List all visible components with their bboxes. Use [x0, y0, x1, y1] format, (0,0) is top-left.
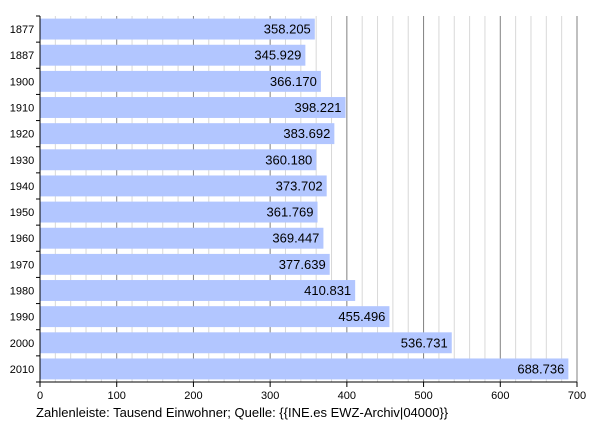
value-label-1877: 358.205: [264, 22, 311, 37]
category-label-1990: 1990: [10, 312, 34, 324]
category-label-1920: 1920: [10, 129, 34, 141]
category-label-1910: 1910: [10, 103, 34, 115]
category-label-1930: 1930: [10, 155, 34, 167]
chart-caption: Zahlenleiste: Tausend Einwohner; Quelle:…: [36, 405, 449, 420]
x-tick-label-500: 500: [414, 390, 432, 402]
bar-1960: [40, 227, 324, 249]
category-label-1950: 1950: [10, 207, 34, 219]
x-tick-label-0: 0: [37, 390, 43, 402]
bar-1950: [40, 201, 318, 223]
value-label-1920: 383.692: [283, 126, 330, 141]
category-label-1940: 1940: [10, 181, 34, 193]
bar-1887: [40, 44, 306, 66]
bar-2010: [40, 358, 569, 380]
category-label-1877: 1877: [10, 24, 34, 36]
axes: 1877 1887 1900 1910 1920 1930 1940 1950 1960 1970…: [10, 15, 586, 402]
bar-1970: [40, 253, 330, 275]
bar-1930: [40, 149, 317, 171]
value-label-1930: 360.180: [265, 152, 312, 167]
category-label-1887: 1887: [10, 50, 34, 62]
x-tick-label-600: 600: [491, 390, 509, 402]
bar-1877: [40, 18, 315, 40]
value-label-1910: 398.221: [294, 100, 341, 115]
x-tick-label-400: 400: [338, 390, 356, 402]
bar-2000: [40, 332, 452, 354]
category-label-1980: 1980: [10, 286, 34, 298]
category-label-1960: 1960: [10, 233, 34, 245]
bar-1920: [40, 123, 335, 145]
value-label-1950: 361.769: [267, 205, 314, 220]
category-label-2000: 2000: [10, 338, 34, 350]
value-label-1900: 366.170: [270, 74, 317, 89]
bar-1940: [40, 175, 327, 197]
category-label-1900: 1900: [10, 76, 34, 88]
value-label-1990: 455.496: [338, 309, 385, 324]
x-tick-label-100: 100: [108, 390, 126, 402]
bar-1910: [40, 97, 346, 118]
category-label-2010: 2010: [10, 364, 34, 376]
value-label-2000: 536.731: [401, 335, 448, 350]
bar-1980: [40, 280, 356, 301]
bar-1900: [40, 70, 321, 92]
value-label-1960: 369.447: [272, 231, 319, 246]
value-label-1887: 345.929: [254, 48, 301, 63]
value-label-1940: 373.702: [276, 178, 323, 193]
value-label-1970: 377.639: [279, 257, 326, 272]
bars: 358.205 345.929 366.170 398.221 383.692 360.1…: [40, 18, 569, 380]
bar-1990: [40, 306, 390, 328]
category-label-1970: 1970: [10, 259, 34, 271]
x-tick-label-200: 200: [184, 390, 202, 402]
x-tick-label-300: 300: [261, 390, 279, 402]
value-label-1980: 410.831: [304, 283, 351, 298]
value-label-2010: 688.736: [517, 361, 564, 376]
x-tick-label-700: 700: [568, 390, 586, 402]
